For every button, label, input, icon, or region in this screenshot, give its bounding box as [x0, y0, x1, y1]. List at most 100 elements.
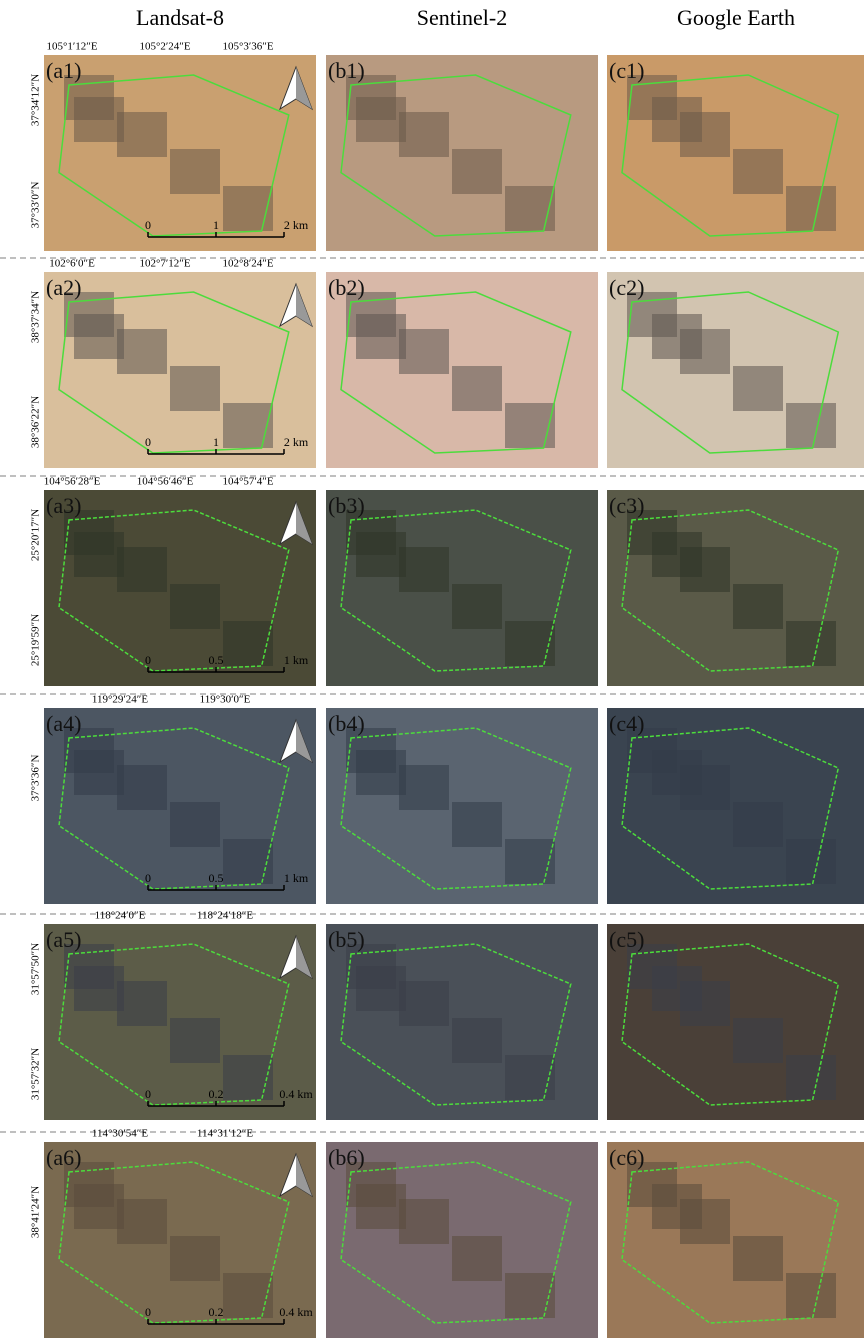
image-panel — [44, 490, 316, 686]
solar-array-patch — [399, 981, 449, 1026]
longitude-label: 114°31′12″E — [197, 1128, 253, 1140]
solar-array-patch — [505, 1273, 555, 1318]
panel-label: (c4) — [609, 711, 644, 736]
scale-label: 0 — [145, 1305, 151, 1319]
latitude-label: 37°34′12″N — [30, 74, 42, 126]
scale-label: 0 — [145, 653, 151, 667]
scale-label: 0 — [145, 435, 151, 449]
latitude-label: 31°57′50″N — [30, 943, 42, 995]
solar-array-patch — [170, 1236, 220, 1281]
panel-label: (c2) — [609, 275, 644, 300]
longitude-label: 119°30′0″E — [200, 694, 251, 706]
longitude-label: 104°57′4″E — [222, 476, 273, 488]
solar-array-patch — [170, 1018, 220, 1063]
solar-array-patch — [652, 314, 702, 359]
column-header: Landsat-8 — [136, 5, 224, 30]
solar-array-patch — [117, 329, 167, 374]
solar-array-patch — [356, 97, 406, 142]
solar-array-patch — [652, 532, 702, 577]
solar-array-patch — [786, 403, 836, 448]
solar-array-patch — [223, 1273, 273, 1318]
panel-label: (b3) — [328, 493, 365, 518]
solar-array-patch — [223, 186, 273, 231]
panel-label: (a6) — [46, 1145, 81, 1170]
scale-label: 0.2 — [209, 1087, 224, 1101]
solar-array-patch — [356, 532, 406, 577]
image-panel — [326, 55, 598, 251]
solar-array-patch — [505, 621, 555, 666]
solar-array-patch — [733, 1018, 783, 1063]
solar-array-patch — [399, 765, 449, 810]
latitude-label: 31°57′32″N — [30, 1048, 42, 1100]
solar-array-patch — [74, 750, 124, 795]
latitude-label: 37°3′36″N — [30, 755, 42, 802]
scale-label: 0.5 — [209, 871, 224, 885]
scale-label: 1 — [213, 435, 219, 449]
scale-label: 0.2 — [209, 1305, 224, 1319]
longitude-label: 118°24′18″E — [197, 910, 253, 922]
solar-array-patch — [786, 1273, 836, 1318]
solar-array-patch — [223, 839, 273, 884]
solar-array-patch — [74, 966, 124, 1011]
solar-array-patch — [452, 802, 502, 847]
solar-array-patch — [170, 802, 220, 847]
longitude-label: 105°3′36″E — [222, 41, 273, 53]
panel-label: (c3) — [609, 493, 644, 518]
solar-array-patch — [452, 584, 502, 629]
solar-array-patch — [223, 1055, 273, 1100]
longitude-label: 118°24′0″E — [95, 910, 146, 922]
solar-array-patch — [399, 1199, 449, 1244]
latitude-label: 38°37′34″N — [30, 291, 42, 343]
solar-array-patch — [356, 314, 406, 359]
panel-label: (b1) — [328, 58, 365, 83]
longitude-label: 105°2′24″E — [139, 41, 190, 53]
solar-array-patch — [117, 1199, 167, 1244]
scale-label: 2 km — [284, 435, 309, 449]
solar-array-patch — [786, 839, 836, 884]
solar-array-patch — [786, 186, 836, 231]
figure: Landsat-8 Sentinel-2 Google Earth (a1) (b… — [0, 0, 864, 1344]
panel-label: (b2) — [328, 275, 365, 300]
solar-array-patch — [223, 403, 273, 448]
solar-array-patch — [505, 839, 555, 884]
image-panel — [607, 1142, 864, 1338]
scale-label: 0 — [145, 1087, 151, 1101]
solar-array-patch — [452, 1236, 502, 1281]
solar-array-patch — [399, 547, 449, 592]
panel-label: (a1) — [46, 58, 81, 83]
latitude-label: 25°20′17″N — [30, 509, 42, 561]
solar-array-patch — [356, 1184, 406, 1229]
panel-label: (a2) — [46, 275, 81, 300]
solar-array-patch — [505, 403, 555, 448]
latitude-label: 25°19′59″N — [30, 614, 42, 666]
image-panel — [326, 490, 598, 686]
solar-array-patch — [170, 584, 220, 629]
panel-label: (c5) — [609, 927, 644, 952]
solar-array-patch — [652, 750, 702, 795]
panel-label: (c1) — [609, 58, 644, 83]
panel-label: (a3) — [46, 493, 81, 518]
panel-label: (c6) — [609, 1145, 644, 1170]
solar-array-patch — [74, 314, 124, 359]
longitude-label: 102°7′12″E — [139, 258, 190, 270]
image-panel — [44, 1142, 316, 1338]
solar-array-patch — [117, 112, 167, 157]
column-header: Sentinel-2 — [417, 5, 507, 30]
longitude-label: 104°56′46″E — [137, 476, 194, 488]
scale-label: 1 — [213, 218, 219, 232]
scale-label: 0.5 — [209, 653, 224, 667]
column-header: Google Earth — [677, 5, 795, 30]
scale-label: 1 km — [284, 871, 309, 885]
solar-array-patch — [786, 621, 836, 666]
image-panel — [607, 708, 864, 904]
image-panel — [326, 272, 598, 468]
image-panel — [607, 55, 864, 251]
image-panel — [44, 924, 316, 1120]
longitude-label: 119°29′24″E — [92, 694, 148, 706]
longitude-label: 102°6′0″E — [49, 258, 95, 270]
solar-array-patch — [399, 329, 449, 374]
solar-array-patch — [223, 621, 273, 666]
solar-array-patch — [452, 366, 502, 411]
scale-label: 0.4 km — [279, 1305, 313, 1319]
solar-array-patch — [170, 149, 220, 194]
